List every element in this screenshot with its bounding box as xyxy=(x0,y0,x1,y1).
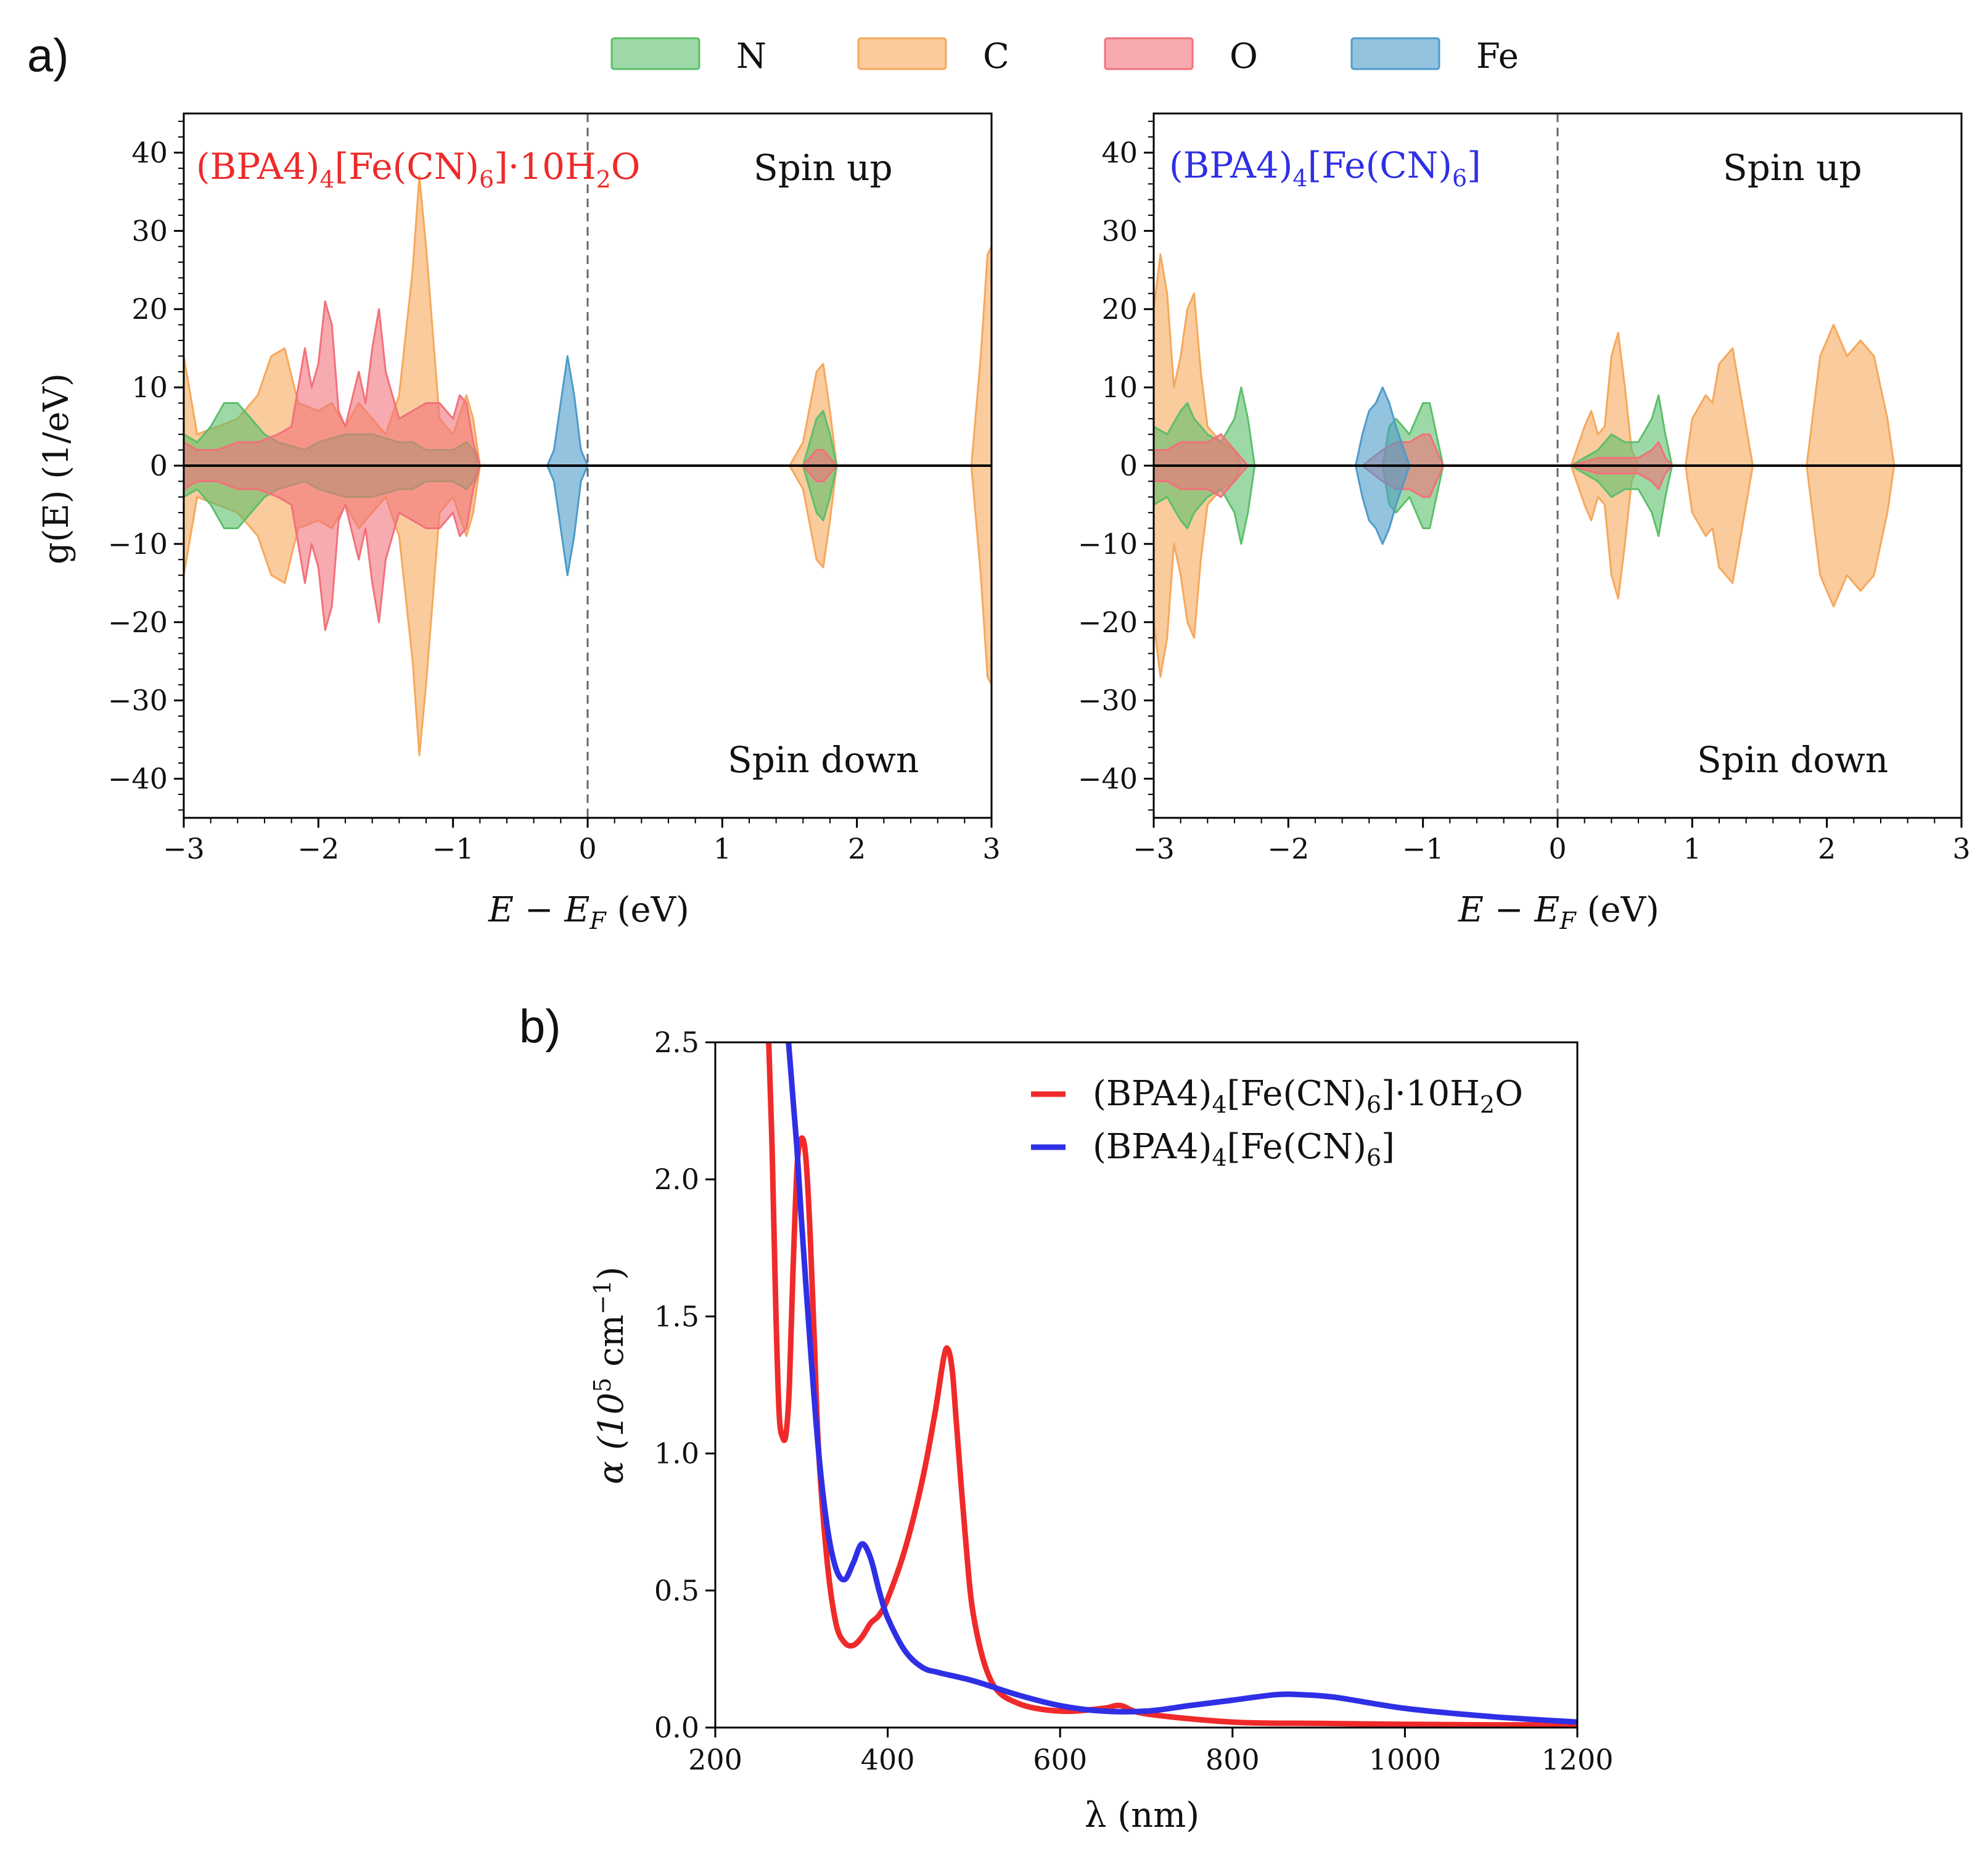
absorption-plot: 200 400 600 800 1000 1200 0.0 0.5 1.0 1.5 2.0 2.5 (… xyxy=(589,1026,1614,1835)
y-tick-label: 20 xyxy=(1101,292,1138,326)
x-tick-label: −2 xyxy=(297,832,339,865)
x-tick-label: −3 xyxy=(1133,832,1175,865)
legend-entry-O: O xyxy=(1104,36,1258,76)
y-tick-label: 40 xyxy=(1101,136,1138,169)
legend-entry-C: C xyxy=(857,36,1009,76)
absorption-line-anhydrous xyxy=(786,1042,1577,1725)
dos-title-anhydrous: (BPA4)4[Fe(CN)6] xyxy=(1169,144,1481,192)
spin-up-label: Spin up xyxy=(754,147,893,189)
y-tick-label: 2.5 xyxy=(654,1026,699,1059)
y-tick-label: −10 xyxy=(108,527,168,561)
x-tick-label: −1 xyxy=(1402,832,1444,865)
y-tick-label: 10 xyxy=(1101,371,1138,404)
y-tick-label: −10 xyxy=(1078,527,1138,561)
y-tick-label: 30 xyxy=(1101,214,1138,247)
x-tick-label: 3 xyxy=(1952,832,1970,865)
y-tick-label: −30 xyxy=(108,684,168,717)
x-tick-label: 200 xyxy=(688,1743,742,1776)
dos-ylabel: g(E) (1/eV) xyxy=(36,373,76,564)
x-tick-label: 600 xyxy=(1033,1743,1087,1776)
spin-down-label: Spin down xyxy=(1697,739,1888,781)
legend-label-hydrated: (BPA4)4[Fe(CN)6]·10H2O xyxy=(1093,1074,1523,1118)
y-tick-label: 2.0 xyxy=(654,1163,699,1196)
y-tick-label: 0 xyxy=(1120,449,1138,482)
y-tick-label: −30 xyxy=(1078,684,1138,717)
absorption-ticks: 200 400 600 800 1000 1200 0.0 0.5 1.0 1.5 2.0 2.5 xyxy=(654,1026,1614,1776)
absorption-xlabel: λ (nm) xyxy=(1085,1795,1199,1835)
x-tick-label: 3 xyxy=(982,832,1000,865)
x-tick-label: 400 xyxy=(861,1743,915,1776)
x-tick-label: 2 xyxy=(848,832,866,865)
absorption-lines xyxy=(766,1042,1577,1728)
y-tick-label: 40 xyxy=(131,136,168,169)
spin-down-label: Spin down xyxy=(728,739,919,781)
legend-label-N: N xyxy=(736,36,766,76)
y-tick-label: 0.5 xyxy=(654,1574,699,1607)
y-tick-label: 0 xyxy=(150,449,168,482)
x-tick-label: −2 xyxy=(1267,832,1309,865)
legend-label-Fe: Fe xyxy=(1476,36,1519,76)
x-tick-label: 0 xyxy=(578,832,596,865)
x-tick-label: 2 xyxy=(1818,832,1836,865)
x-tick-label: 800 xyxy=(1206,1743,1260,1776)
panel-a-letter: a) xyxy=(27,30,69,82)
y-tick-label: 30 xyxy=(131,214,168,247)
absorption-legend: (BPA4)4[Fe(CN)6]·10H2O (BPA4)4[Fe(CN)6] xyxy=(1031,1074,1523,1171)
top-legend: N C O Fe xyxy=(610,36,1519,76)
x-tick-label: 1 xyxy=(713,832,731,865)
legend-label-anhydrous: (BPA4)4[Fe(CN)6] xyxy=(1093,1127,1395,1171)
spin-up-label: Spin up xyxy=(1723,147,1862,189)
dos-title-hydrated: (BPA4)4[Fe(CN)6]·10H2O xyxy=(196,146,640,193)
legend-label-O: O xyxy=(1230,36,1258,76)
x-tick-label: 0 xyxy=(1548,832,1566,865)
legend-entry-Fe: Fe xyxy=(1350,36,1519,76)
y-tick-label: 20 xyxy=(131,292,168,326)
legend-label-C: C xyxy=(983,36,1009,76)
x-tick-label: 1 xyxy=(1683,832,1701,865)
dos-xlabel-anhydrous: E − EF (eV) xyxy=(1458,890,1659,934)
y-tick-label: −20 xyxy=(1078,606,1138,639)
y-tick-label: −40 xyxy=(1078,762,1138,796)
x-tick-label: 1000 xyxy=(1369,1743,1441,1776)
y-tick-label: −20 xyxy=(108,606,168,639)
plot-frame xyxy=(714,1041,1579,1729)
x-tick-label: 1200 xyxy=(1541,1743,1613,1776)
y-tick-label: 1.5 xyxy=(654,1300,699,1333)
absorption-line-hydrated xyxy=(766,1042,1577,1728)
legend-entry-N: N xyxy=(610,36,766,76)
y-tick-label: 0.0 xyxy=(654,1711,699,1744)
y-tick-label: 10 xyxy=(131,371,168,404)
y-tick-label: −40 xyxy=(108,762,168,796)
absorption-ylabel: α (105 cm−1) xyxy=(589,1266,631,1484)
y-tick-label: 1.0 xyxy=(654,1437,699,1470)
x-tick-label: −3 xyxy=(163,832,205,865)
x-tick-label: −1 xyxy=(432,832,474,865)
dos-xlabel-hydrated: E − EF (eV) xyxy=(488,890,689,934)
panel-b-letter: b) xyxy=(519,1000,561,1053)
